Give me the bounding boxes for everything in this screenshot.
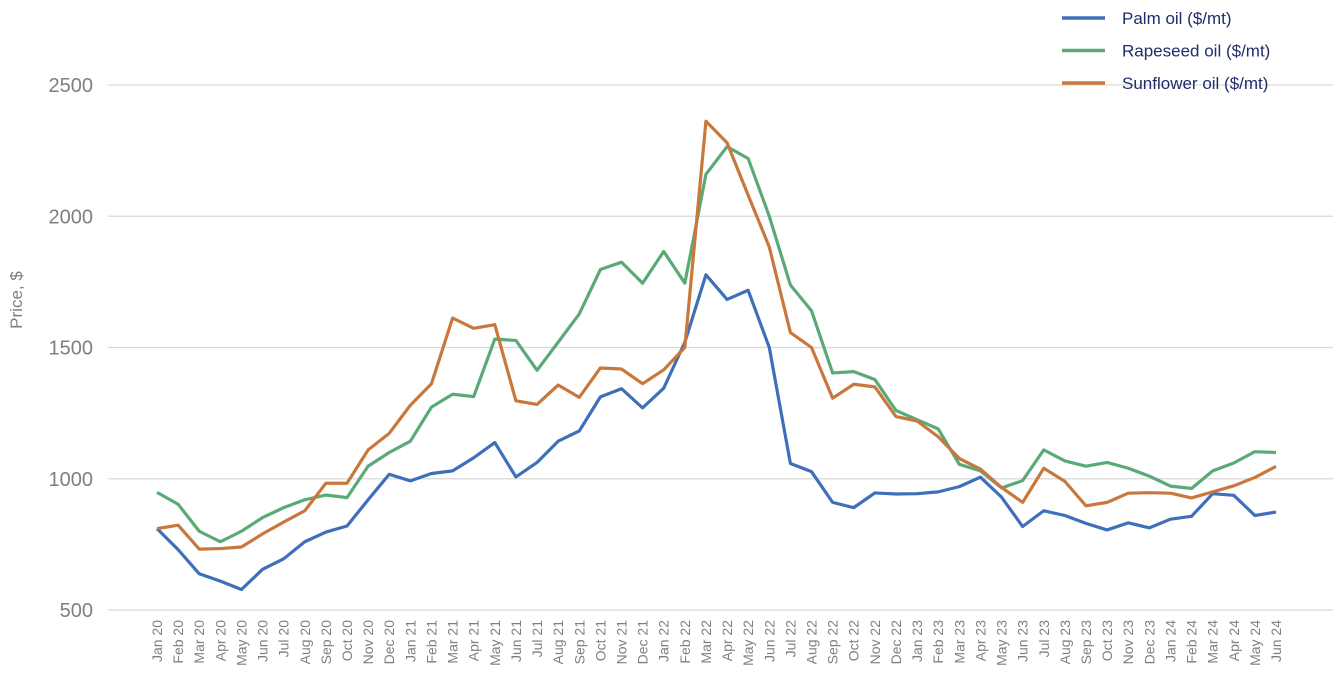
x-tick-label: Feb 23	[930, 620, 946, 664]
x-tick-label: Jun 22	[761, 620, 777, 662]
y-tick-label: 500	[60, 600, 93, 622]
x-tick-label: Nov 23	[1120, 620, 1136, 665]
x-tick-label: Mar 24	[1205, 620, 1221, 664]
x-tick-label: Feb 20	[170, 620, 186, 664]
x-tick-label: Jul 22	[782, 620, 798, 658]
series-line	[155, 273, 1277, 592]
x-tick-label: Aug 23	[1057, 620, 1073, 665]
x-tick-label: Aug 22	[804, 620, 820, 665]
series-line	[156, 145, 1277, 544]
x-tick-label: Oct 22	[846, 620, 862, 661]
x-tick-label: May 21	[487, 620, 503, 666]
x-tick-label: Nov 22	[867, 620, 883, 665]
x-tick-label: Oct 23	[1099, 620, 1115, 661]
x-tick-label: Dec 22	[888, 620, 904, 665]
x-tick-label: Oct 21	[592, 620, 608, 661]
x-tick-label: Sep 20	[318, 620, 334, 665]
x-tick-label: Apr 24	[1226, 620, 1242, 661]
series-line	[156, 119, 1277, 551]
x-tick-label: Nov 20	[360, 620, 376, 665]
x-tick-label: Aug 20	[297, 620, 313, 665]
x-tick-label: Jul 21	[529, 620, 545, 658]
x-tick-label: Oct 20	[339, 620, 355, 661]
x-tick-label: Mar 21	[445, 620, 461, 664]
x-tick-label: Jul 23	[1036, 620, 1052, 658]
x-tick-label: May 23	[994, 620, 1010, 666]
y-tick-label: 1500	[49, 338, 94, 360]
y-axis-label: Price, $	[7, 271, 26, 329]
x-tick-label: May 20	[233, 620, 249, 666]
x-tick-label: Sep 23	[1078, 620, 1094, 665]
x-tick-label: Feb 22	[677, 620, 693, 664]
x-tick-label: Jul 20	[276, 620, 292, 658]
x-tick-label: Jan 21	[402, 620, 418, 662]
x-tick-label: Jun 24	[1268, 620, 1284, 662]
x-tick-label: Feb 24	[1184, 620, 1200, 664]
x-tick-label: Jan 20	[149, 620, 165, 662]
legend-label: Palm oil ($/mt)	[1122, 9, 1232, 28]
x-tick-label: May 24	[1247, 620, 1263, 666]
x-tick-label: Sep 22	[825, 620, 841, 665]
x-tick-label: Dec 20	[381, 620, 397, 665]
legend-label: Rapeseed oil ($/mt)	[1122, 42, 1270, 61]
x-tick-label: Aug 21	[550, 620, 566, 665]
x-tick-label: Mar 23	[951, 620, 967, 664]
x-tick-label: Dec 23	[1141, 620, 1157, 665]
x-tick-label: Apr 20	[212, 620, 228, 661]
x-tick-label: Mar 22	[698, 620, 714, 664]
x-tick-label: Apr 23	[972, 620, 988, 661]
x-tick-label: Jun 21	[508, 620, 524, 662]
x-tick-label: Jun 23	[1015, 620, 1031, 662]
x-tick-label: Sep 21	[571, 620, 587, 665]
x-tick-label: Jan 23	[909, 620, 925, 662]
x-tick-label: Feb 21	[423, 620, 439, 664]
x-tick-label: Mar 20	[191, 620, 207, 664]
x-tick-label: Dec 21	[635, 620, 651, 665]
y-tick-label: 2500	[49, 75, 94, 97]
x-tick-label: Jan 24	[1162, 620, 1178, 662]
y-tick-label: 1000	[49, 469, 94, 491]
x-tick-label: Jun 20	[255, 620, 271, 662]
x-tick-label: Nov 21	[613, 620, 629, 665]
y-tick-label: 2000	[49, 206, 94, 228]
x-tick-label: Jan 22	[656, 620, 672, 662]
x-tick-label: Apr 22	[719, 620, 735, 661]
legend-label: Sunflower oil ($/mt)	[1122, 74, 1268, 93]
x-tick-label: Apr 21	[466, 620, 482, 661]
x-tick-label: May 22	[740, 620, 756, 666]
